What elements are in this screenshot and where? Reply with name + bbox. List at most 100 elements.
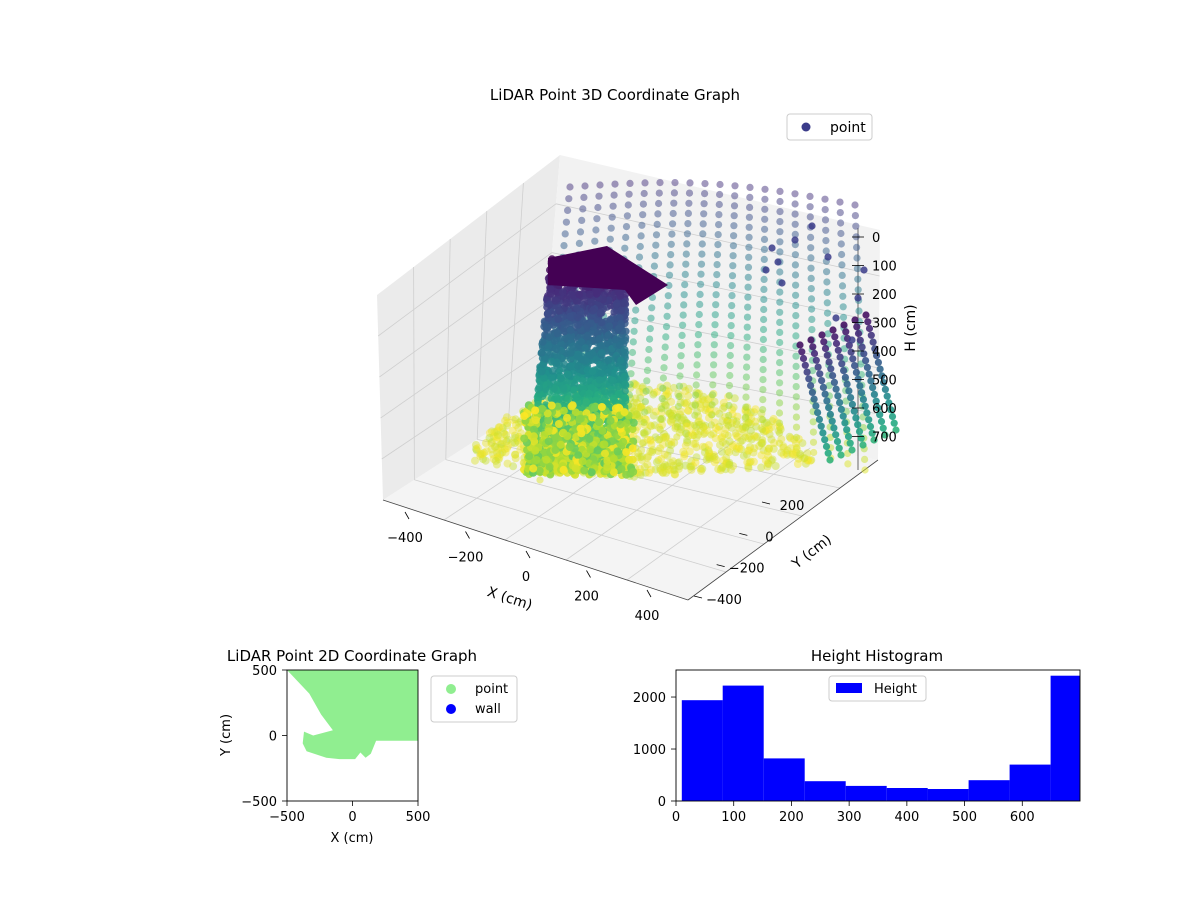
cloud-point [728,272,737,280]
cloud-point [635,253,644,261]
cloud-point [684,406,693,415]
cloud-point [680,450,689,459]
cloud-point [832,431,840,439]
cloud-point [759,366,767,374]
cloud-point [786,434,795,443]
cloud-point [610,191,618,199]
cloud-point [667,412,676,421]
cloud-point [622,223,631,231]
cloud-point [636,470,645,479]
y-tick-label-3d: 0 [765,530,773,545]
cloud-point [501,416,510,425]
cloud-point [791,210,799,218]
cloud-point [792,383,800,391]
cloud-point [681,399,690,408]
cloud-point [485,428,494,437]
cloud-point [633,410,642,419]
cloud-point [714,465,723,474]
legend-marker-point-3d [801,122,811,132]
cloud-point [684,391,693,400]
cloud-point [863,363,872,371]
x-tick-label-2d: −500 [269,810,305,825]
cloud-point [776,268,784,276]
cloud-point [796,341,804,349]
x-tick-label-hist: 600 [1010,810,1035,825]
cloud-point [726,351,734,360]
cloud-point [656,179,664,187]
z-axis-label-3d: H (cm) [903,304,919,351]
cloud-point [531,406,540,415]
cloud-point [688,461,697,470]
cloud-point [873,352,881,360]
cloud-point [723,446,732,455]
cloud-point [631,394,640,403]
cloud-point [746,183,754,191]
cloud-point [686,179,694,187]
cloud-point [715,200,723,209]
cloud-point [516,445,525,454]
cloud-point [806,456,815,465]
histogram-plot: Height Histogram 0 100 200 300 400 500 600 0 10… [633,647,1081,825]
cloud-point [593,215,601,223]
cloud-point [730,222,738,230]
cloud-point [676,362,685,370]
cloud-point [853,323,861,331]
cloud-point [841,373,850,381]
cloud-point [731,429,740,438]
cloud-point [640,189,648,198]
cloud-point [648,448,657,456]
y-tick-3d [716,564,725,568]
cloud-point [685,199,693,207]
cloud-point [586,351,595,360]
cloud-point [727,332,735,340]
cloud-point [807,456,816,465]
cloud-point [710,458,719,467]
cloud-point [658,395,666,403]
cloud-point [621,380,629,389]
cloud-point [565,320,573,329]
cloud-point [606,416,615,425]
legend-marker-wall-2d [446,704,456,714]
cloud-point [661,433,670,442]
cloud-point [759,446,768,455]
cloud-point [596,181,604,189]
cloud-point [564,206,572,214]
cloud-point [665,409,674,418]
cloud-point [727,312,736,320]
cloud-point [725,381,734,390]
cloud-point [829,372,837,380]
cloud-point [573,304,581,312]
cloud-point [480,448,488,457]
cloud-point [747,435,756,444]
cloud-point [656,464,665,473]
pane-floor [383,399,878,600]
cloud-point [540,322,548,331]
cloud-point [718,463,727,472]
cloud-point [760,295,768,303]
cloud-point [608,213,616,221]
histogram-bar [681,700,723,801]
cloud-point [733,432,742,441]
cloud-point [650,388,659,397]
cloud-point [606,386,615,394]
cloud-point [639,211,647,219]
cloud-point [603,462,612,471]
cloud-point [553,329,562,338]
cloud-point [838,282,847,290]
cloud-point [670,438,679,447]
cloud-point [627,370,635,378]
cloud-point [824,449,832,457]
cloud-point [801,459,810,468]
cloud-point [658,468,667,477]
cloud-point [678,331,686,339]
cloud-point [684,406,693,415]
cloud-point [699,423,708,432]
cloud-point [667,397,676,406]
cloud-point [838,250,846,259]
x-axis-label-2d: X (cm) [331,831,374,846]
cloud-point [561,230,569,238]
cloud-point [576,414,585,423]
cloud-point [614,382,622,391]
cloud-point [635,465,644,473]
cloud-point [610,394,618,403]
